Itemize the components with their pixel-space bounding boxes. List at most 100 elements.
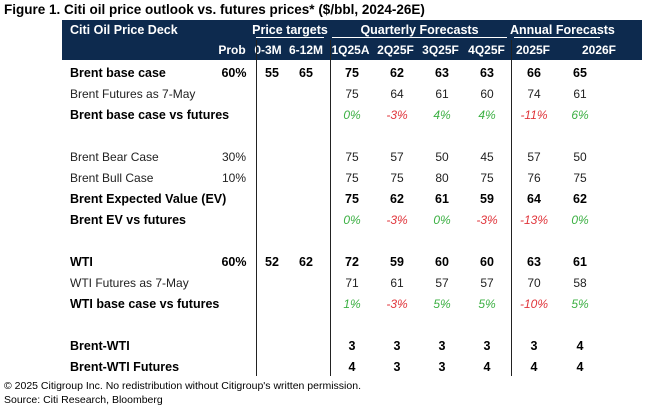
value-cell: 61 [435,87,449,101]
column-header-6: 4Q25F [463,40,510,60]
value-cell: 5% [478,297,496,311]
value-cell: 75 [345,192,359,206]
row-label: WTI [70,255,93,269]
table-header-bar [62,20,642,40]
value-cell: -3% [386,108,408,122]
group-underline-0 [256,37,324,38]
value-cell: 0% [343,213,361,227]
value-cell: 55 [265,66,279,80]
row-label: Brent Expected Value (EV) [70,192,227,206]
value-cell: -3% [386,213,408,227]
row-label: Brent-WTI [70,339,130,353]
label-column-header [62,40,212,60]
table-row: WTI Futures as 7-May 71 61 57 57 70 58 [62,274,642,292]
table-row [62,232,642,246]
value-cell: 4 [530,360,538,374]
value-cell: 57 [435,276,449,290]
column-divider [256,40,257,376]
copyright-note: © 2025 Citigroup Inc. No redistribution … [4,380,361,392]
value-cell: 59 [480,192,494,206]
value-cell: 3 [393,360,401,374]
value-cell: 61 [573,255,587,269]
table-row: Brent Expected Value (EV) 75 62 61 59 64 62 [62,190,642,208]
group-header-2: Annual Forecasts [510,23,615,37]
value-cell: 10% [221,171,247,185]
value-cell: 4 [348,360,356,374]
value-cell: 72 [345,255,359,269]
table-row: Brent Bull Case 10% 75 75 80 75 76 75 [62,169,642,187]
value-cell: 52 [265,255,279,269]
table-row: Brent base case vs futures 0% -3% 4% 4% -11% 6… [62,106,642,124]
value-cell: 66 [527,66,541,80]
table-row: Brent EV vs futures 0% -3% 0% -3% -13% 0% [62,211,642,229]
value-cell: 75 [345,66,359,80]
table-row: Brent Bear Case 30% 75 57 50 45 57 50 [62,148,642,166]
column-header-0: Prob [212,40,252,60]
value-cell: 65 [299,66,313,80]
value-cell: 0% [433,213,451,227]
value-cell: 71 [345,276,359,290]
value-cell: 3 [393,339,401,353]
value-cell: -13% [519,213,548,227]
column-header-3: 1Q25A [328,40,373,60]
figure-title: Figure 1. Citi oil price outlook vs. fut… [4,2,425,17]
column-header-2: 6-12M [284,40,328,60]
value-cell: 4 [576,339,584,353]
value-cell: 4% [433,108,451,122]
value-cell: 57 [390,150,404,164]
group-header-1: Quarterly Forecasts [360,23,479,37]
table-row: Brent base case 60% 55 65 75 62 63 63 66 65 [62,64,642,82]
row-label: Brent Bull Case [70,171,154,185]
value-cell: 62 [299,255,313,269]
value-cell: -3% [386,297,408,311]
value-cell: 80 [435,171,449,185]
value-cell: 74 [527,87,541,101]
table-row: Brent Futures as 7-May 75 64 61 60 74 61 [62,85,642,103]
oil-price-deck-table: Citi Oil Price Deck Price targets Quarterl… [62,20,642,376]
value-cell: 59 [390,255,404,269]
value-cell: 3 [438,360,446,374]
row-label: Brent EV vs futures [70,213,187,227]
value-cell: 75 [345,87,359,101]
value-cell: 30% [221,150,247,164]
value-cell: 63 [480,66,494,80]
value-cell: 61 [573,87,587,101]
value-cell: 75 [573,171,587,185]
column-header-7: 2025F [510,40,556,60]
value-cell: 4 [576,360,584,374]
value-cell: 3 [483,339,491,353]
row-label: WTI base case vs futures [70,297,220,311]
value-cell: 3 [348,339,356,353]
value-cell: 50 [573,150,587,164]
table-row: Brent-WTI 3 3 3 3 3 4 [62,337,642,355]
value-cell: 60% [221,66,247,80]
value-cell: 60 [480,87,494,101]
value-cell: 64 [527,192,541,206]
value-cell: -3% [476,213,498,227]
column-header-4: 2Q25F [373,40,418,60]
row-label: Brent base case [70,66,166,80]
value-cell: 70 [527,276,541,290]
value-cell: 4 [483,360,491,374]
value-cell: 6% [571,108,589,122]
value-cell: 57 [527,150,541,164]
value-cell: 75 [390,171,404,185]
value-cell: 5% [571,297,589,311]
row-label: Brent-WTI Futures [70,360,180,374]
value-cell: 62 [390,192,404,206]
value-cell: 60% [221,255,247,269]
value-cell: 0% [571,213,589,227]
table-row [62,316,642,330]
column-divider [511,40,512,376]
value-cell: 1% [343,297,361,311]
group-header-0: Price targets [252,23,328,37]
value-cell: 5% [433,297,451,311]
column-header-5: 3Q25F [418,40,463,60]
deck-title: Citi Oil Price Deck [70,23,178,37]
value-cell: 3 [438,339,446,353]
group-underline-1 [332,37,507,38]
column-header-8: 2026F [556,40,642,60]
row-label: Brent base case vs futures [70,108,230,122]
source-note: Source: Citi Research, Bloomberg [4,394,163,406]
table-row: WTI base case vs futures 1% -3% 5% 5% -10% 5% [62,295,642,313]
